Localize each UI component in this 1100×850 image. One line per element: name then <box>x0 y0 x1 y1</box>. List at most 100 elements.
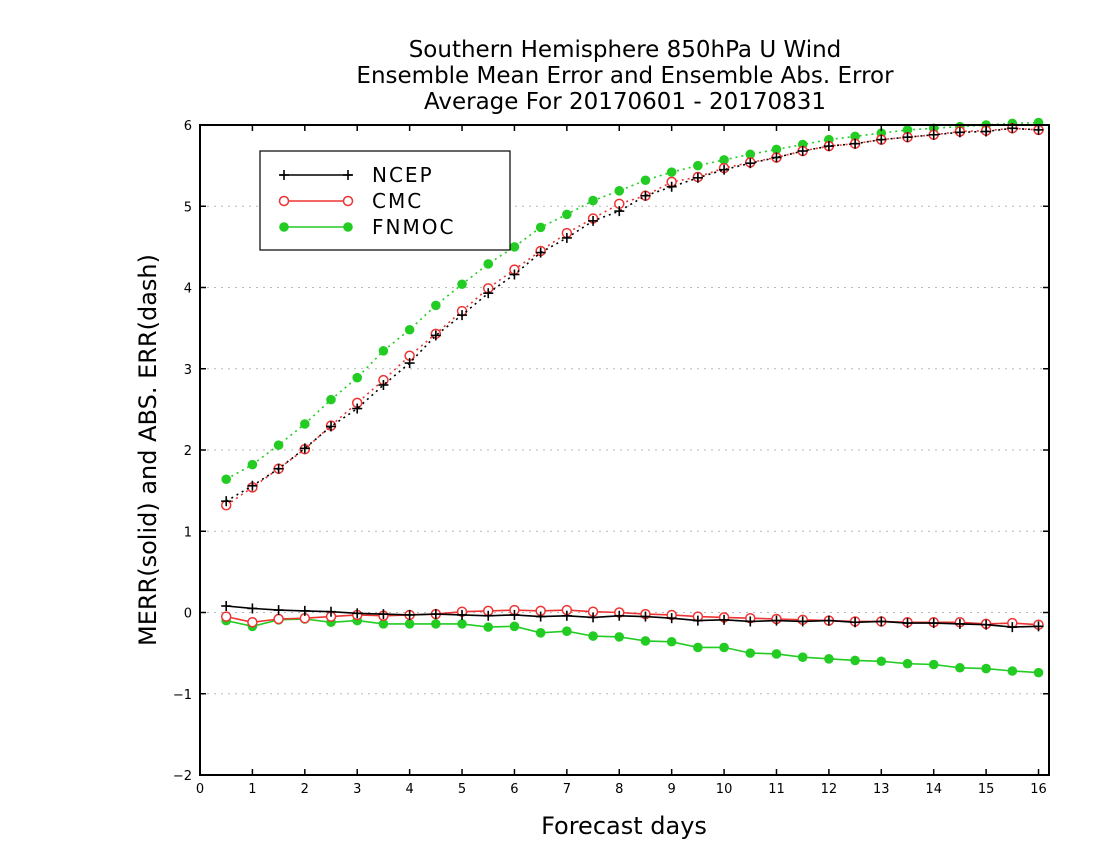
point-ncep-abs-err <box>666 181 677 192</box>
legend-entry-ncep: NCEP <box>279 163 434 187</box>
legend-entry-fnmoc: FNMOC <box>279 215 455 239</box>
point-fnmoc-abs-err <box>326 394 336 405</box>
x-tick-label: 13 <box>873 782 890 797</box>
point-ncep-abs-err <box>326 421 337 432</box>
point-ncep-merr <box>797 616 808 627</box>
point-ncep-abs-err <box>535 247 546 258</box>
point-ncep-merr <box>928 618 939 629</box>
point-fnmoc-abs-err <box>378 346 389 356</box>
chart-title-line-3: Average For 20170601 - 20170831 <box>423 89 827 115</box>
point-fnmoc-abs-err <box>457 279 467 290</box>
point-fnmoc-abs-err <box>640 175 651 186</box>
point-fnmoc-abs-err <box>902 125 913 135</box>
point-ncep-abs-err <box>509 269 520 280</box>
legend-entry-cmc: CMC <box>278 189 423 213</box>
x-tick-label: 8 <box>615 782 623 797</box>
point-ncep-merr <box>352 608 363 619</box>
x-tick-label: 15 <box>978 782 995 797</box>
point-ncep-abs-err <box>588 215 599 226</box>
point-ncep-abs-err <box>430 330 441 341</box>
point-fnmoc-merr <box>483 622 494 632</box>
point-fnmoc-merr <box>850 655 860 666</box>
legend-label-ncep: NCEP <box>372 163 434 187</box>
point-fnmoc-abs-err <box>509 242 520 252</box>
point-ncep-merr <box>876 616 887 627</box>
point-ncep-merr <box>954 618 965 629</box>
point-fnmoc-merr <box>876 656 887 667</box>
point-fnmoc-merr <box>457 619 467 629</box>
point-fnmoc-merr <box>509 621 520 632</box>
point-ncep-merr <box>902 618 913 629</box>
point-ncep-merr <box>745 616 756 627</box>
point-ncep-merr <box>247 603 258 614</box>
point-ncep-abs-err <box>928 129 939 140</box>
point-fnmoc-abs-err <box>588 195 598 206</box>
x-tick-label: 2 <box>301 782 309 797</box>
point-fnmoc-merr <box>824 654 834 664</box>
point-ncep-abs-err <box>797 146 808 156</box>
legend-label-cmc: CMC <box>372 189 423 213</box>
point-ncep-merr <box>640 611 651 622</box>
y-tick-label: 6 <box>184 119 192 134</box>
x-tick-label: 7 <box>563 782 571 797</box>
point-fnmoc-abs-err <box>247 459 258 470</box>
point-fnmoc-merr <box>981 663 991 674</box>
point-ncep-abs-err <box>352 403 363 414</box>
point-fnmoc-merr <box>614 632 625 642</box>
point-fnmoc-merr <box>404 619 415 629</box>
y-tick-label: 1 <box>184 525 192 540</box>
x-tick-label: 3 <box>353 782 361 797</box>
y-tick-label: −1 <box>173 688 192 703</box>
point-fnmoc-merr <box>378 619 389 629</box>
legend-marker-right-cmc <box>342 195 354 207</box>
legend-marker-right-ncep <box>343 170 353 180</box>
series-ncep-abs-err <box>221 123 1044 507</box>
point-ncep-abs-err <box>771 152 782 163</box>
y-tick-label: 2 <box>184 444 192 459</box>
x-tick-label: 0 <box>196 782 204 797</box>
x-tick-label: 14 <box>925 782 942 797</box>
y-tick-label: 5 <box>184 200 192 215</box>
point-ncep-merr <box>326 606 337 617</box>
point-fnmoc-merr <box>719 642 729 653</box>
x-axis-label: Forecast days <box>541 812 707 840</box>
point-ncep-abs-err <box>378 380 389 390</box>
point-ncep-merr <box>1007 622 1018 633</box>
point-ncep-abs-err <box>561 232 572 243</box>
point-ncep-abs-err <box>745 158 756 169</box>
point-fnmoc-merr <box>1007 666 1018 676</box>
point-ncep-abs-err <box>457 310 468 321</box>
point-cmc-merr <box>273 613 284 625</box>
y-tick-label: 0 <box>184 607 192 622</box>
x-tick-label: 4 <box>405 782 413 797</box>
point-ncep-merr <box>614 610 625 621</box>
point-fnmoc-merr <box>928 659 939 670</box>
legend-label-fnmoc: FNMOC <box>372 215 455 239</box>
point-fnmoc-abs-err <box>535 222 546 233</box>
point-fnmoc-merr <box>588 631 598 641</box>
point-ncep-merr <box>378 609 389 620</box>
point-fnmoc-abs-err <box>483 259 494 269</box>
point-fnmoc-abs-err <box>562 209 572 220</box>
point-ncep-merr <box>981 619 992 630</box>
point-fnmoc-merr <box>1033 667 1044 678</box>
point-fnmoc-abs-err <box>771 144 782 155</box>
point-ncep-merr <box>771 615 782 626</box>
point-fnmoc-merr <box>745 648 756 658</box>
x-tick-label: 9 <box>668 782 676 797</box>
point-ncep-merr <box>666 613 677 624</box>
x-tick-label: 10 <box>716 782 733 797</box>
point-ncep-merr <box>850 617 861 628</box>
point-fnmoc-merr <box>693 642 703 653</box>
x-tick-label: 11 <box>768 782 785 797</box>
point-ncep-abs-err <box>850 138 861 149</box>
point-fnmoc-abs-err <box>352 372 363 383</box>
point-ncep-abs-err <box>719 164 730 175</box>
point-fnmoc-abs-err <box>850 131 860 142</box>
point-ncep-abs-err <box>902 132 913 143</box>
x-tick-label: 6 <box>510 782 518 797</box>
point-ncep-merr <box>719 614 730 625</box>
point-cmc-merr <box>220 611 232 622</box>
point-fnmoc-merr <box>562 626 572 636</box>
